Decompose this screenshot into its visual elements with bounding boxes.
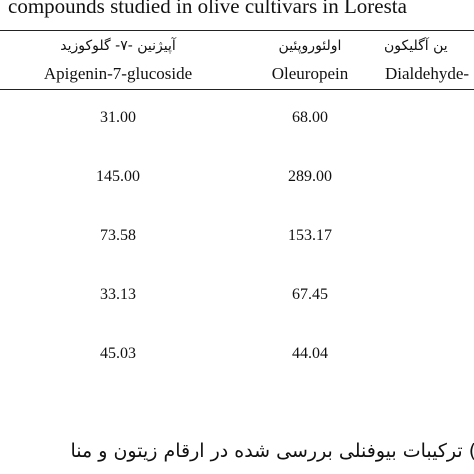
cell: 153.17 (288, 227, 332, 244)
cell: 33.13 (100, 286, 136, 303)
top-rule (0, 30, 474, 31)
caption: ت) ترکیبات بیوفنلی بررسی شده در ارقام زی… (70, 440, 474, 462)
cell: 73.58 (100, 227, 136, 244)
cell: 44.04 (292, 345, 328, 362)
column-header-en: Dialdehyde- (385, 64, 470, 83)
column-header-en: Apigenin-7-glucoside (43, 64, 193, 83)
column-header-fa: اولئوروپئین (278, 38, 342, 54)
title: compounds studied in olive cultivars in … (8, 0, 407, 18)
column-header-fa: آپیژنین -۷- گلوکوزید (60, 38, 176, 54)
cell: 68.00 (292, 109, 328, 126)
cell: 31.00 (100, 109, 136, 126)
cell: 67.45 (292, 286, 328, 303)
cell: 289.00 (288, 168, 332, 185)
column-header-fa: ین آگلیکون (384, 38, 448, 54)
header-rule (0, 89, 474, 90)
cell: 145.00 (96, 168, 140, 185)
cell: 45.03 (100, 345, 136, 362)
column-header-en: Oleuropein (271, 64, 349, 83)
